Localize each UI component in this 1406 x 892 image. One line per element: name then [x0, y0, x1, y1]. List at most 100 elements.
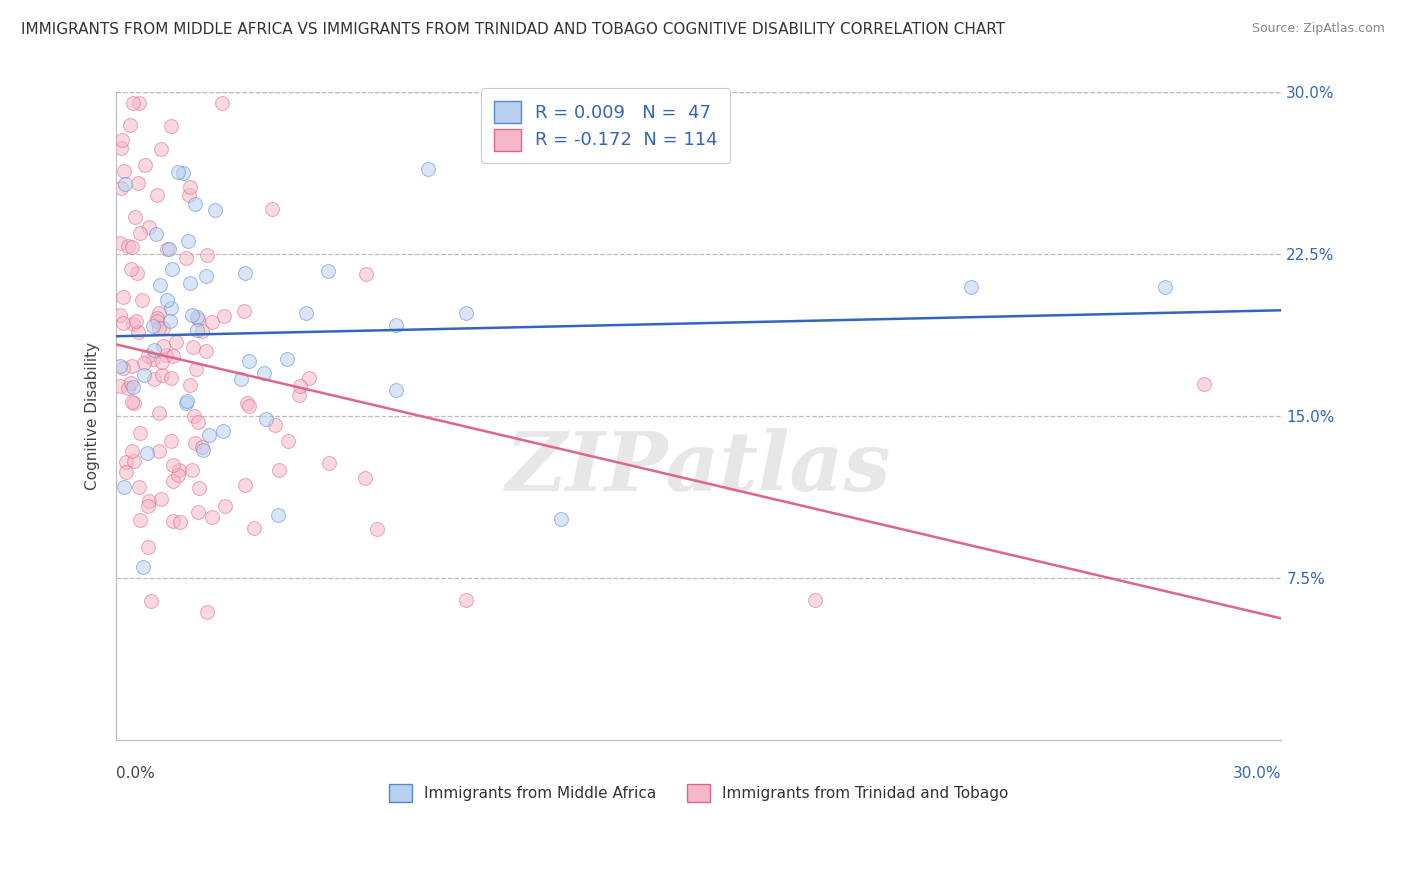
Point	[127, 325, 149, 339]
Point	[211, 96, 233, 111]
Point	[277, 434, 299, 448]
Point	[138, 493, 160, 508]
Point	[288, 388, 311, 402]
Point	[132, 356, 155, 370]
Point	[454, 592, 477, 607]
Point	[142, 351, 165, 366]
Point	[184, 197, 207, 211]
Point	[160, 261, 183, 276]
Point	[128, 425, 150, 440]
Point	[128, 480, 150, 494]
Point	[159, 301, 181, 315]
Point	[148, 443, 170, 458]
Point	[150, 355, 173, 369]
Point	[186, 323, 208, 337]
Point	[146, 314, 169, 328]
Point	[191, 324, 214, 338]
Point	[173, 166, 195, 180]
Point	[160, 119, 183, 133]
Point	[238, 399, 260, 413]
Point	[121, 240, 143, 254]
Point	[165, 335, 187, 350]
Point	[177, 234, 200, 248]
Point	[156, 293, 179, 307]
Point	[122, 454, 145, 468]
Point	[142, 319, 165, 334]
Point	[150, 491, 173, 506]
Point	[354, 471, 377, 485]
Point	[111, 361, 134, 376]
Point	[121, 394, 143, 409]
Point	[136, 540, 159, 554]
Point	[804, 592, 827, 607]
Point	[1154, 279, 1177, 293]
Point	[138, 219, 160, 234]
Point	[176, 251, 198, 265]
Point	[124, 210, 146, 224]
Point	[276, 352, 298, 367]
Point	[550, 512, 572, 526]
Point	[295, 306, 318, 320]
Point	[179, 276, 201, 290]
Point	[288, 378, 311, 392]
Point	[236, 396, 259, 410]
Point	[186, 310, 208, 325]
Point	[108, 359, 131, 373]
Point	[110, 133, 132, 147]
Point	[136, 349, 159, 363]
Point	[146, 188, 169, 202]
Point	[243, 521, 266, 535]
Point	[195, 268, 218, 283]
Point	[180, 462, 202, 476]
Point	[167, 467, 190, 482]
Point	[159, 371, 181, 385]
Point	[187, 505, 209, 519]
Point	[183, 409, 205, 424]
Point	[142, 372, 165, 386]
Point	[121, 359, 143, 373]
Point	[139, 594, 162, 608]
Point	[136, 499, 159, 513]
Point	[162, 349, 184, 363]
Point	[233, 478, 256, 492]
Point	[179, 378, 201, 392]
Point	[115, 466, 138, 480]
Point	[121, 318, 143, 332]
Text: Source: ZipAtlas.com: Source: ZipAtlas.com	[1251, 22, 1385, 36]
Point	[122, 96, 145, 111]
Point	[159, 314, 181, 328]
Point	[148, 306, 170, 320]
Point	[148, 406, 170, 420]
Point	[191, 442, 214, 457]
Point	[155, 348, 177, 362]
Point	[134, 158, 156, 172]
Point	[384, 384, 406, 398]
Point	[108, 236, 131, 251]
Point	[179, 179, 201, 194]
Point	[187, 312, 209, 326]
Point	[167, 165, 190, 179]
Point	[121, 443, 143, 458]
Point	[149, 142, 172, 156]
Point	[149, 278, 172, 293]
Point	[267, 508, 290, 522]
Point	[187, 416, 209, 430]
Point	[132, 560, 155, 574]
Point	[128, 96, 150, 111]
Point	[176, 393, 198, 408]
Point	[298, 371, 321, 385]
Point	[145, 227, 167, 242]
Point	[118, 118, 141, 132]
Point	[167, 463, 190, 477]
Text: 0.0%: 0.0%	[117, 765, 155, 780]
Point	[201, 315, 224, 329]
Point	[318, 456, 340, 470]
Point	[112, 317, 135, 331]
Text: 30.0%: 30.0%	[1233, 765, 1281, 780]
Y-axis label: Cognitive Disability: Cognitive Disability	[86, 342, 100, 490]
Point	[128, 513, 150, 527]
Point	[269, 463, 291, 477]
Point	[184, 436, 207, 450]
Point	[418, 161, 440, 176]
Point	[198, 427, 221, 442]
